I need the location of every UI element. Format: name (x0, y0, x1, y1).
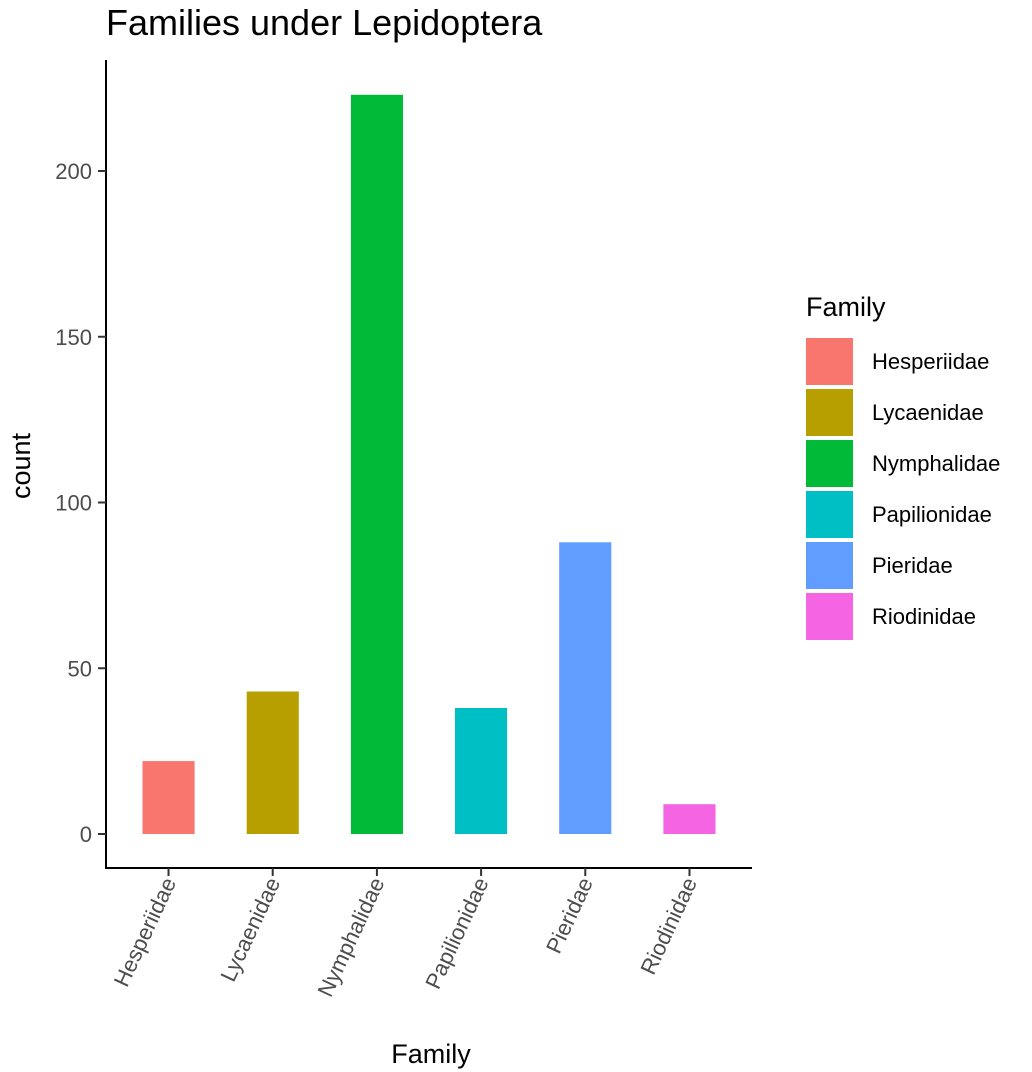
legend-swatch-riodinidae (806, 593, 853, 640)
x-tick-label: Papilionidae (420, 874, 493, 993)
legend-swatch-lycaenidae (806, 389, 853, 436)
y-axis-title: count (6, 432, 36, 499)
x-tick-label: Hesperiidae (109, 874, 181, 991)
bar-hesperiidae (142, 761, 195, 834)
legend-title: Family (806, 292, 886, 322)
y-tick-label: 200 (55, 159, 92, 184)
x-tick-label: Nymphalidae (313, 874, 390, 1001)
bar-riodinidae (663, 804, 716, 834)
x-axis-title: Family (391, 1039, 471, 1069)
y-tick-label: 100 (55, 491, 92, 516)
legend-label: Pieridae (872, 553, 953, 578)
x-tick-label: Riodinidae (635, 874, 702, 979)
bar-lycaenidae (246, 691, 299, 834)
legend-swatch-pieridae (806, 542, 853, 589)
legend-label: Hesperiidae (872, 349, 989, 374)
x-ticks-group: Hesperiidae Lycaenidae Nymphalidae Papilion… (109, 868, 702, 1000)
legend-swatch-nymphalidae (806, 440, 853, 487)
bars-group (142, 94, 716, 835)
legend-label: Nymphalidae (872, 451, 1000, 476)
legend-items-group: Hesperiidae Lycaenidae Nymphalidae Papilion… (806, 338, 1000, 640)
y-tick-label: 150 (55, 325, 92, 350)
x-tick-label: Lycaenidae (215, 874, 285, 986)
bar-papilionidae (455, 708, 508, 834)
legend-swatch-hesperiidae (806, 338, 853, 385)
bar-pieridae (559, 542, 612, 834)
y-tick-label: 0 (80, 822, 92, 847)
chart-title: Families under Lepidoptera (106, 2, 543, 43)
legend: Family Hesperiidae Lycaenidae Nymphalidae P… (806, 292, 1000, 640)
legend-label: Riodinidae (872, 604, 976, 629)
bar-nymphalidae (350, 94, 403, 835)
y-tick-label: 50 (68, 656, 92, 681)
y-ticks-group: 0 50 100 150 200 (55, 159, 106, 847)
legend-label: Papilionidae (872, 502, 992, 527)
legend-label: Lycaenidae (872, 400, 984, 425)
x-tick-label: Pieridae (541, 874, 598, 958)
legend-swatch-papilionidae (806, 491, 853, 538)
